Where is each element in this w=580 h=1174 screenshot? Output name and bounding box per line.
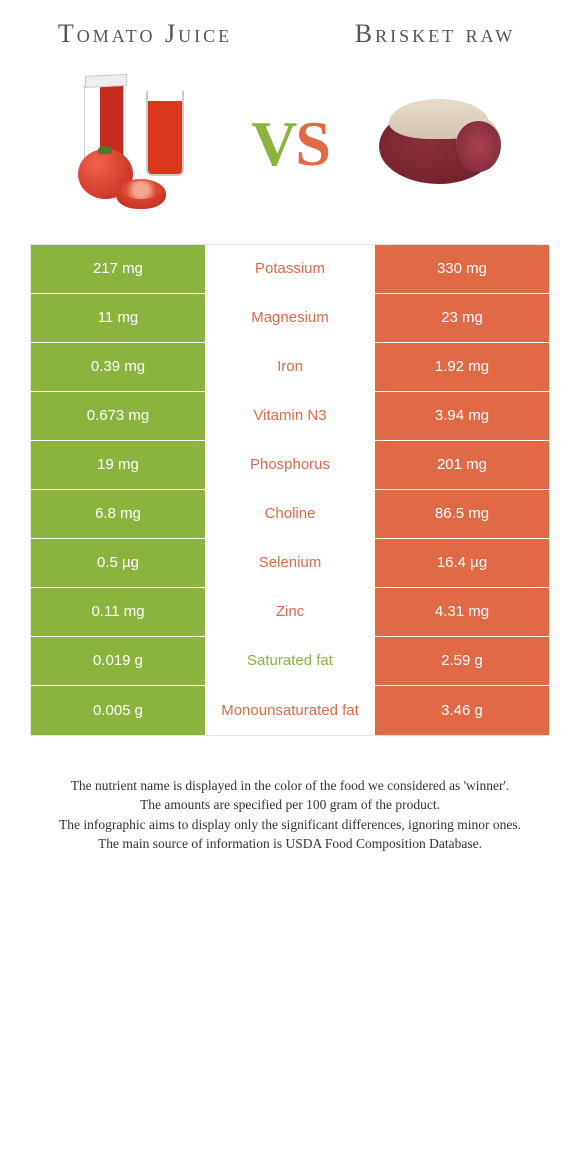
table-row: 0.673 mgVitamin N33.94 mg: [31, 392, 549, 441]
tomato-juice-icon: [76, 79, 206, 209]
right-value: 4.31 mg: [375, 588, 549, 636]
table-row: 217 mgPotassium330 mg: [31, 245, 549, 294]
left-value: 0.673 mg: [31, 392, 205, 440]
nutrient-label: Choline: [205, 490, 375, 538]
footer-line-1: The nutrient name is displayed in the co…: [40, 776, 540, 796]
table-row: 0.005 gMonounsaturated fat3.46 g: [31, 686, 549, 735]
right-value: 3.46 g: [375, 686, 549, 735]
left-value: 0.39 mg: [31, 343, 205, 391]
nutrient-label: Magnesium: [205, 294, 375, 342]
nutrient-label: Zinc: [205, 588, 375, 636]
comparison-table: 217 mgPotassium330 mg11 mgMagnesium23 mg…: [30, 244, 550, 736]
left-value: 0.019 g: [31, 637, 205, 685]
right-value: 86.5 mg: [375, 490, 549, 538]
footer-line-2: The amounts are specified per 100 gram o…: [40, 795, 540, 815]
nutrient-label: Potassium: [205, 245, 375, 293]
table-row: 6.8 mgCholine86.5 mg: [31, 490, 549, 539]
right-value: 23 mg: [375, 294, 549, 342]
table-row: 11 mgMagnesium23 mg: [31, 294, 549, 343]
table-row: 0.39 mgIron1.92 mg: [31, 343, 549, 392]
right-value: 3.94 mg: [375, 392, 549, 440]
vs-s: S: [295, 108, 329, 179]
brisket-icon: [369, 89, 509, 199]
header: Tomato Juice Brisket raw: [30, 20, 550, 49]
left-value: 0.005 g: [31, 686, 205, 735]
nutrient-label: Selenium: [205, 539, 375, 587]
table-row: 0.5 µgSelenium16.4 µg: [31, 539, 549, 588]
table-row: 0.11 mgZinc4.31 mg: [31, 588, 549, 637]
right-image: [329, 89, 550, 199]
left-value: 19 mg: [31, 441, 205, 489]
right-value: 201 mg: [375, 441, 549, 489]
table-row: 0.019 gSaturated fat2.59 g: [31, 637, 549, 686]
left-image: [30, 79, 251, 209]
title-right: Brisket raw: [320, 20, 550, 49]
vs-label: VS: [251, 107, 329, 181]
nutrient-label: Monounsaturated fat: [205, 686, 375, 735]
left-value: 11 mg: [31, 294, 205, 342]
vs-v: V: [251, 108, 295, 179]
footer-line-4: The main source of information is USDA F…: [40, 834, 540, 854]
footer-notes: The nutrient name is displayed in the co…: [30, 776, 550, 854]
left-value: 217 mg: [31, 245, 205, 293]
right-value: 2.59 g: [375, 637, 549, 685]
left-value: 6.8 mg: [31, 490, 205, 538]
table-row: 19 mgPhosphorus201 mg: [31, 441, 549, 490]
nutrient-label: Phosphorus: [205, 441, 375, 489]
right-value: 16.4 µg: [375, 539, 549, 587]
left-value: 0.5 µg: [31, 539, 205, 587]
right-value: 1.92 mg: [375, 343, 549, 391]
nutrient-label: Iron: [205, 343, 375, 391]
nutrient-label: Vitamin N3: [205, 392, 375, 440]
right-value: 330 mg: [375, 245, 549, 293]
nutrient-label: Saturated fat: [205, 637, 375, 685]
images-row: VS: [30, 69, 550, 219]
title-left: Tomato Juice: [30, 20, 260, 49]
left-value: 0.11 mg: [31, 588, 205, 636]
footer-line-3: The infographic aims to display only the…: [40, 815, 540, 835]
